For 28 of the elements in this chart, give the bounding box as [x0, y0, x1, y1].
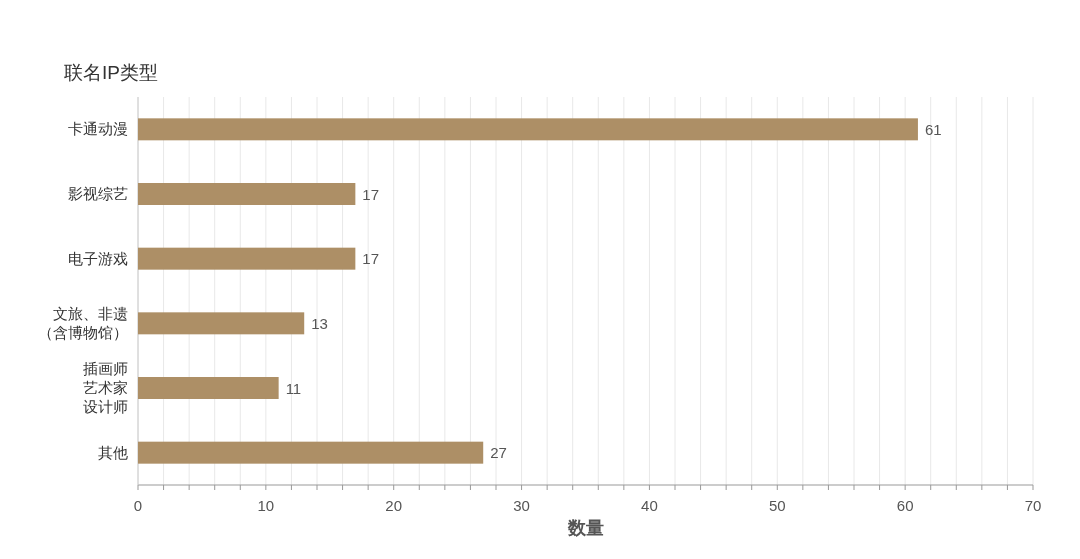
bar	[138, 441, 484, 464]
data-label: 13	[311, 314, 328, 332]
x-tick-label: 10	[257, 497, 275, 514]
bar	[138, 118, 918, 141]
y-tick-label: 影视综艺	[68, 185, 128, 202]
data-label: 61	[924, 120, 942, 138]
bar	[138, 183, 356, 205]
bar	[138, 247, 356, 270]
y-tick-label: 电子游戏	[68, 249, 128, 267]
data-label: 11	[285, 379, 302, 397]
chart-title: 联名IP类型	[64, 62, 158, 83]
data-label: 17	[362, 185, 380, 203]
x-tick-label: 60	[896, 497, 914, 514]
bar	[138, 312, 305, 335]
x-tick-label: 50	[768, 497, 786, 514]
x-tick-label: 0	[133, 497, 143, 514]
data-label: 17	[362, 250, 380, 268]
x-tick-label: 30	[513, 497, 530, 514]
x-tick-label: 70	[1024, 497, 1042, 514]
y-tick-label: 文旅、非遗（含博物馆）	[38, 304, 128, 341]
data-label: 27	[490, 444, 507, 462]
y-tick-label: 其他	[98, 443, 128, 461]
y-tick-label: 卡通动漫	[68, 120, 128, 138]
x-tick-label: 40	[641, 497, 658, 514]
x-tick-label: 20	[385, 497, 403, 514]
y-tick-label: 插画师艺术家设计师	[83, 360, 128, 415]
bar	[138, 377, 279, 399]
x-axis-title: 数量	[566, 518, 604, 538]
